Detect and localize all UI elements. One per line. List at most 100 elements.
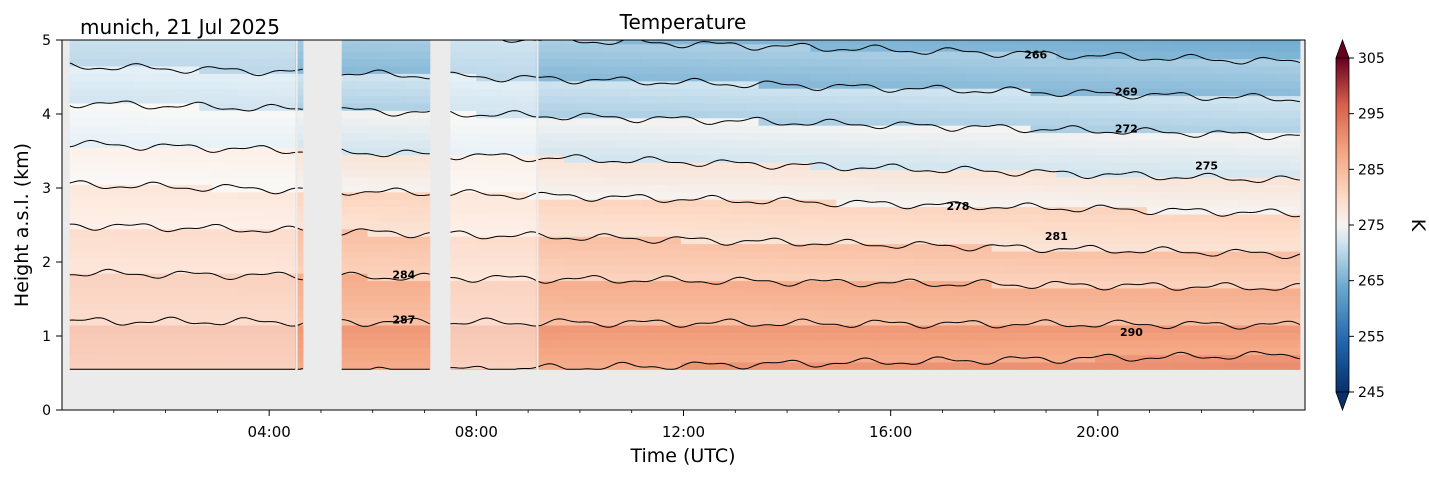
heat-cell <box>212 361 226 370</box>
contour-line-272 <box>538 112 1300 141</box>
heat-cell <box>771 310 786 319</box>
heat-cell <box>225 243 239 252</box>
heat-cell <box>147 332 162 341</box>
heat-cell <box>978 199 993 208</box>
heat-cell <box>238 117 252 126</box>
heat-cell <box>1121 347 1135 356</box>
heat-cell <box>251 117 265 126</box>
heat-cell <box>1017 228 1032 237</box>
heat-cell <box>797 265 811 274</box>
heat-cell <box>225 332 239 341</box>
heat-cell <box>212 243 226 252</box>
heat-cell <box>173 199 187 208</box>
heat-cell <box>134 73 149 82</box>
heat-cell <box>784 139 799 148</box>
heat-cell <box>642 339 656 348</box>
heat-cell <box>1069 102 1083 111</box>
heat-cell <box>642 280 656 289</box>
heat-cell <box>1043 221 1057 230</box>
heat-cell <box>1159 302 1174 311</box>
heat-cell <box>875 184 889 193</box>
heat-cell <box>1211 65 1226 74</box>
heat-cell <box>406 65 420 74</box>
heat-cell <box>1224 236 1239 245</box>
heat-cell <box>489 243 503 252</box>
heat-cell <box>888 221 902 230</box>
heat-cell <box>1250 243 1265 252</box>
heat-cell <box>978 295 993 304</box>
heat-cell <box>823 228 837 237</box>
heat-cell <box>1147 65 1161 74</box>
heat-cell <box>186 88 200 97</box>
heat-cell <box>1276 243 1291 252</box>
heat-cell <box>276 228 291 237</box>
heat-cell <box>1147 102 1161 111</box>
heat-cell <box>476 324 490 333</box>
heat-cell <box>680 280 695 289</box>
heat-cell <box>367 40 382 45</box>
heat-cell <box>297 295 304 304</box>
heat-cell <box>1198 176 1213 185</box>
heat-cell <box>463 221 477 230</box>
heat-cell <box>551 176 565 185</box>
heat-cell <box>1043 347 1057 356</box>
heat-cell <box>1017 250 1032 259</box>
heat-cell <box>1017 40 1032 45</box>
heat-cell <box>784 228 799 237</box>
heat-cell <box>706 199 721 208</box>
heat-cell <box>1263 295 1278 304</box>
heat-cell <box>901 125 915 134</box>
heat-cell <box>1159 280 1174 289</box>
heat-cell <box>251 302 265 311</box>
heat-cell <box>95 102 110 111</box>
heat-cell <box>875 43 889 52</box>
heat-cell <box>862 147 876 156</box>
heat-cell <box>1043 162 1057 171</box>
heat-cell <box>1069 176 1083 185</box>
heat-cell <box>1276 228 1291 237</box>
heat-cell <box>108 191 123 200</box>
heat-cell <box>160 199 174 208</box>
heat-cell <box>82 265 97 274</box>
heat-cell <box>393 125 408 134</box>
heat-cell <box>849 221 863 230</box>
heat-cell <box>875 324 889 333</box>
heat-cell <box>1043 154 1057 163</box>
heat-cell <box>784 287 799 296</box>
heat-cell <box>603 213 617 222</box>
heat-cell <box>276 273 291 282</box>
heat-cell <box>810 265 824 274</box>
heat-cell <box>758 58 773 67</box>
heat-cell <box>680 213 695 222</box>
heat-cell <box>276 347 291 356</box>
heat-cell <box>199 51 213 60</box>
heat-cell <box>406 302 420 311</box>
heat-cell <box>603 236 617 245</box>
heat-cell <box>1263 302 1278 311</box>
heat-cell <box>1289 162 1301 171</box>
heat-cell <box>82 361 97 370</box>
heat-cell <box>186 169 200 178</box>
heat-cell <box>965 40 980 45</box>
heat-cell <box>160 332 174 341</box>
heat-cell <box>1224 206 1239 215</box>
heat-cell <box>888 40 902 45</box>
heat-cell <box>134 184 149 193</box>
heat-cell <box>629 110 643 119</box>
heat-cell <box>225 169 239 178</box>
heat-cell <box>875 302 889 311</box>
heat-cell <box>502 199 516 208</box>
heat-cell <box>147 191 162 200</box>
heat-cell <box>147 258 162 267</box>
heat-cell <box>590 221 604 230</box>
contour-line-290 <box>450 365 537 370</box>
heat-cell <box>1134 236 1148 245</box>
heat-cell <box>939 73 954 82</box>
heat-cell <box>538 95 553 104</box>
heat-cell <box>1043 228 1057 237</box>
heat-cell <box>502 191 516 200</box>
heat-cell <box>965 176 980 185</box>
heat-cell <box>489 154 503 163</box>
heat-cell <box>515 228 529 237</box>
heat-cell <box>134 169 149 178</box>
